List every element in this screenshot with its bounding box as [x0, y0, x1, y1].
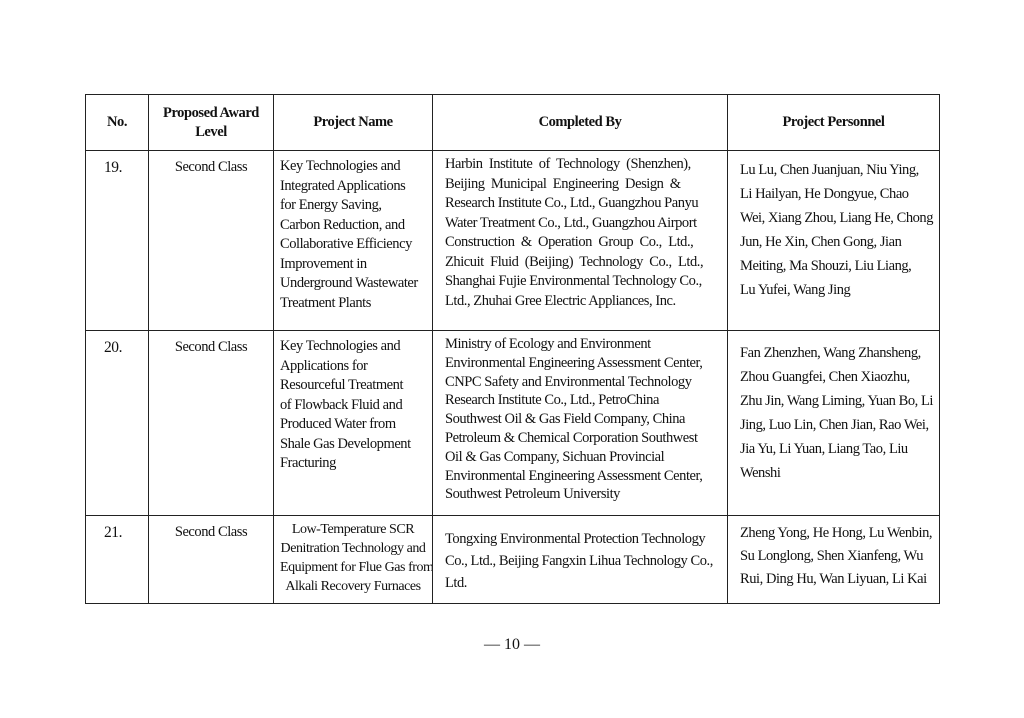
page-number: — 10 — — [484, 636, 540, 653]
header-completed-by: Completed By — [432, 94, 728, 151]
project-name: Low-Temperature SCR Denitration Technolo… — [273, 515, 433, 604]
project-personnel: Fan Zhenzhen, Wang Zhansheng, Zhou Guang… — [727, 330, 940, 516]
header-project-personnel: Project Personnel — [727, 94, 940, 151]
completed-by: Tongxing Environmental Protection Techno… — [432, 515, 728, 604]
project-name: Key Technologies and Integrated Applicat… — [273, 150, 433, 331]
row-number: 21. — [85, 515, 149, 604]
award-level: Second Class — [148, 330, 274, 516]
awards-table: No. Proposed Award Level Project Name Co… — [85, 94, 940, 604]
completed-by: Harbin Institute of Technology (Shenzhen… — [432, 150, 728, 331]
award-level: Second Class — [148, 515, 274, 604]
header-row: No. Proposed Award Level Project Name Co… — [85, 94, 940, 151]
header-award-level: Proposed Award Level — [148, 94, 274, 151]
table-row: 19. Second Class Key Technologies and In… — [85, 150, 940, 331]
table-row: 20. Second Class Key Technologies and Ap… — [85, 330, 940, 516]
row-number: 20. — [85, 330, 149, 516]
completed-by: Ministry of Ecology and Environment Envi… — [432, 330, 728, 516]
project-name: Key Technologies and Applications for Re… — [273, 330, 433, 516]
project-personnel: Zheng Yong, He Hong, Lu Wenbin, Su Longl… — [727, 515, 940, 604]
project-personnel: Lu Lu, Chen Juanjuan, Niu Ying, Li Haily… — [727, 150, 940, 331]
row-number: 19. — [85, 150, 149, 331]
table-row: 21. Second Class Low-Temperature SCR Den… — [85, 515, 940, 604]
header-no: No. — [85, 94, 149, 151]
award-level: Second Class — [148, 150, 274, 331]
header-project-name: Project Name — [273, 94, 433, 151]
